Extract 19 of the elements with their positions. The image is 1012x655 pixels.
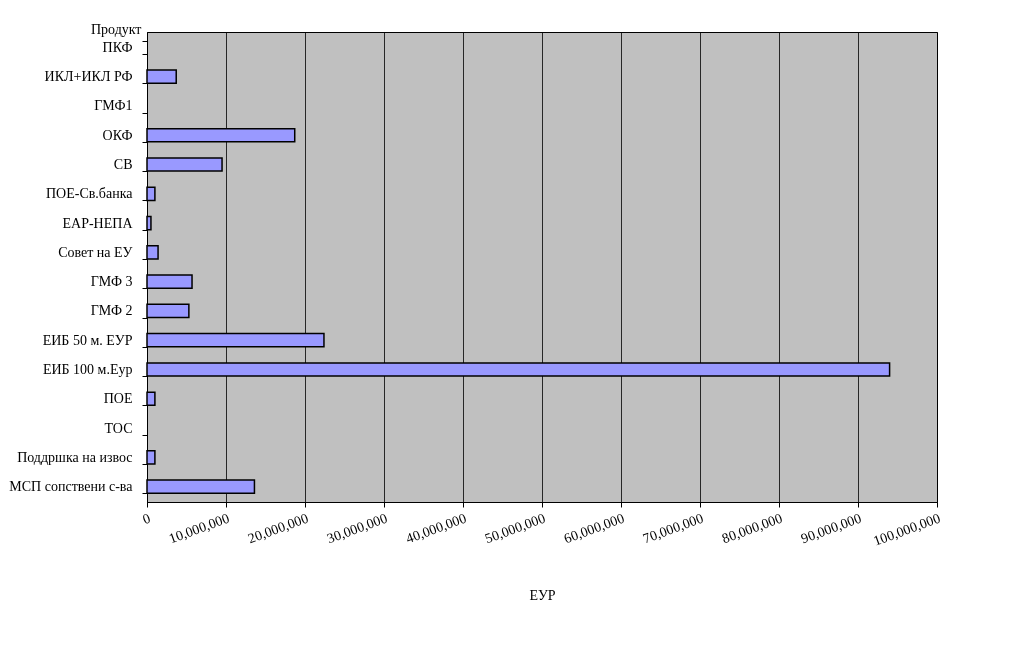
y-tick-label: ОКФ xyxy=(102,127,133,143)
y-tick-label: ПОЕ xyxy=(103,391,133,407)
y-tick-label: МСП сопствени с-ва xyxy=(9,479,134,495)
y-tick-label: ТОС xyxy=(104,420,133,436)
y-tick-label: ГМФ1 xyxy=(94,98,133,114)
y-tick-label: СВ xyxy=(113,157,133,173)
y-tick-label: Совет на ЕУ xyxy=(58,244,133,260)
y-tick-label: ЕИБ 100 м.Еур xyxy=(42,361,133,377)
y-tick-label: ПОЕ-Св.банка xyxy=(45,186,134,202)
y-tick-label: ГМФ 2 xyxy=(90,303,133,319)
y-axis-title: Продукт xyxy=(90,21,142,37)
y-tick-label: ИКЛ+ИКЛ РФ xyxy=(44,69,133,85)
y-tick-label: ЕИБ 50 м. ЕУР xyxy=(42,332,133,348)
y-tick-label: ЕАР-НЕПА xyxy=(62,215,134,231)
y-tick-label: ПКФ xyxy=(102,39,133,55)
x-axis-title: ЕУР xyxy=(529,587,556,603)
y-tick-label: ГМФ 3 xyxy=(90,274,133,290)
y-tick-label: Поддршка на извос xyxy=(17,449,133,465)
x-tick-label: 0 xyxy=(140,510,153,528)
